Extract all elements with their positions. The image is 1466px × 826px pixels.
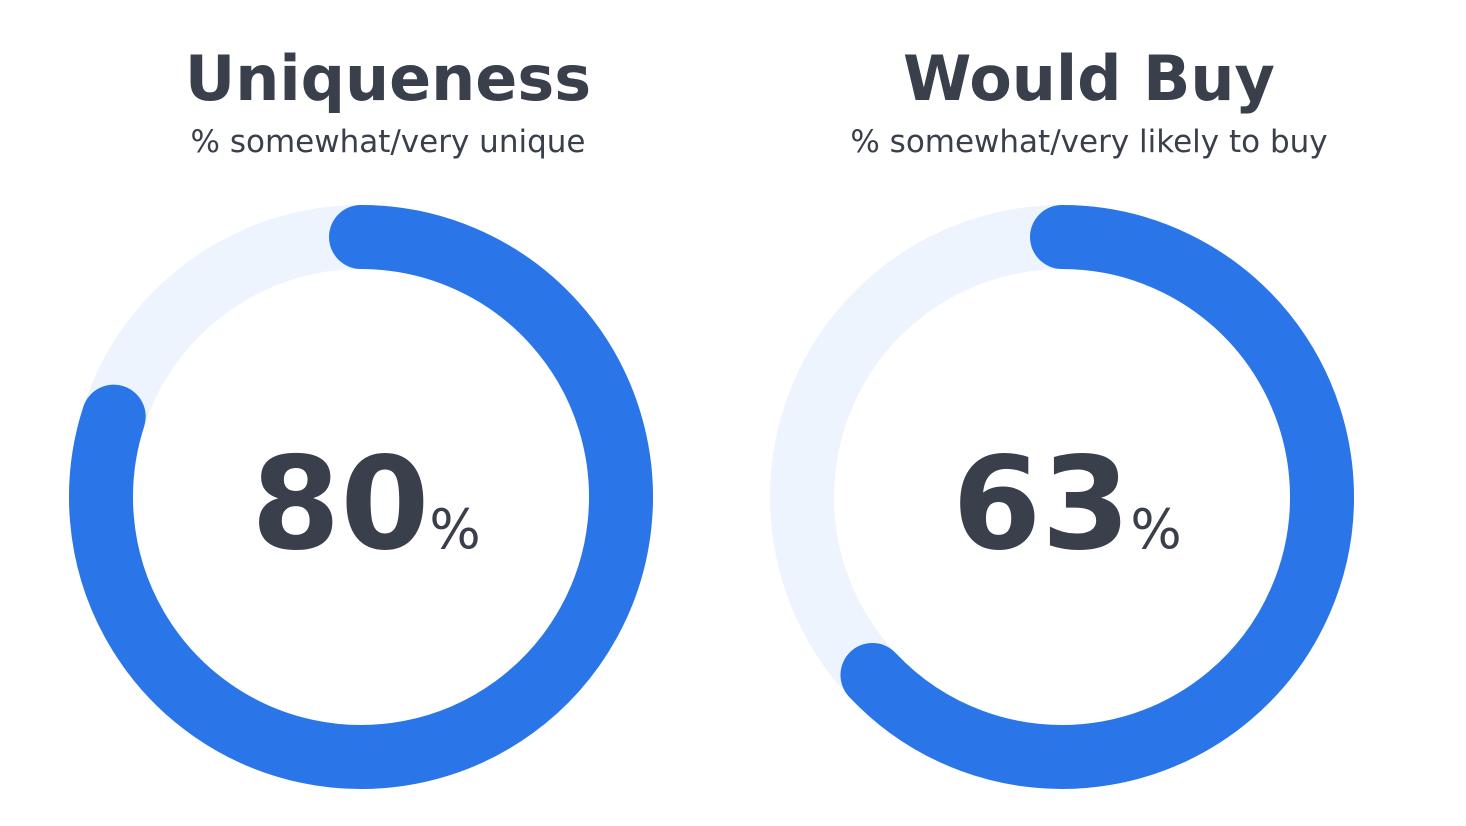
value-label: 63%	[952, 430, 1181, 579]
gauge-arc	[69, 205, 653, 789]
chart-subtitle: % somewhat/very likely to buy	[850, 124, 1327, 160]
value: 80	[251, 430, 429, 579]
value: 63	[952, 430, 1130, 579]
chart-title: Uniqueness	[185, 42, 591, 115]
unit: %	[1130, 498, 1181, 561]
chart-subtitle: % somewhat/very unique	[191, 124, 586, 160]
unit: %	[429, 498, 480, 561]
gauge-arc	[840, 205, 1354, 789]
value-label: 80%	[251, 430, 480, 579]
chart-title: Would Buy	[903, 42, 1275, 115]
